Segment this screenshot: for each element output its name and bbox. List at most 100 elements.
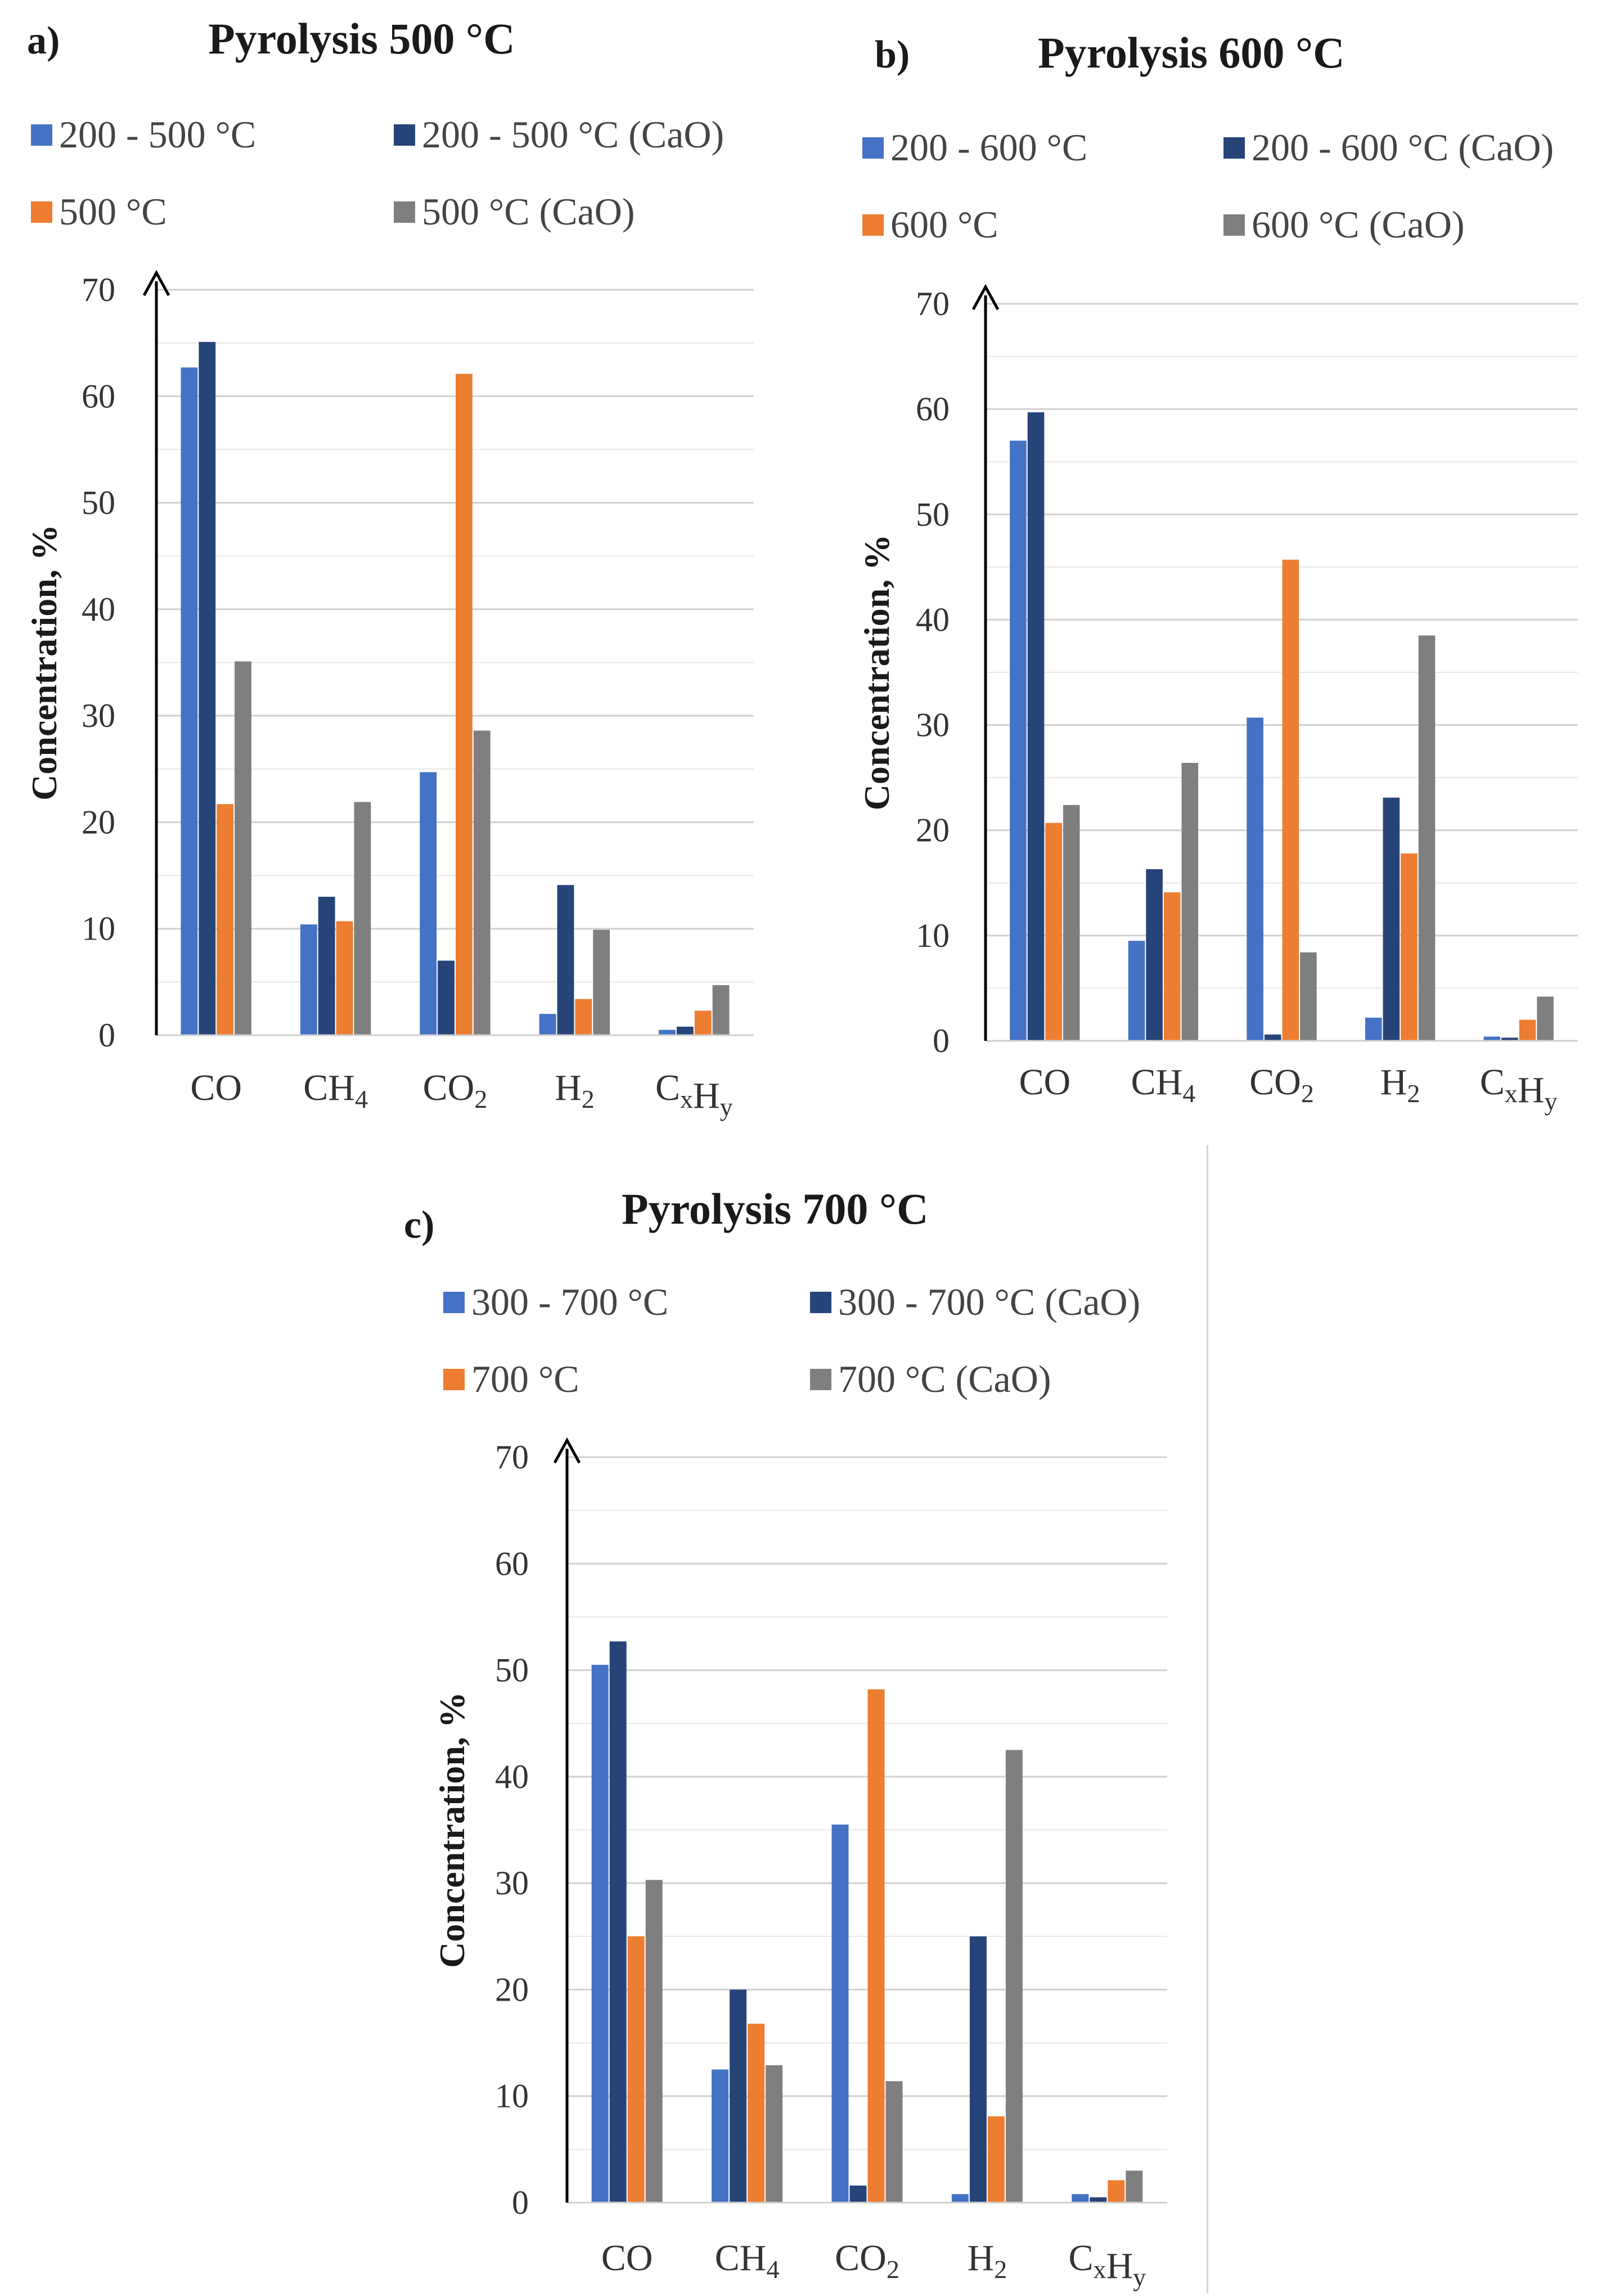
bar-300-700-c-cao — [609, 1641, 627, 2203]
bar-700-c — [627, 1936, 645, 2203]
chart-panel-2: b) Pyrolysis 600 °C 200 - 600 °C 200 - 600 … — [857, 28, 1578, 1116]
legend-swatch — [810, 1292, 831, 1313]
bar-300-700-c — [1072, 2194, 1089, 2203]
y-axis-arrow-icon — [971, 284, 1000, 311]
bar-600-c-cao — [1300, 952, 1317, 1041]
divider-line — [1207, 1145, 1208, 2293]
x-tick-label: CO — [1019, 1062, 1070, 1103]
panel-label: a) — [27, 19, 60, 62]
y-tick-label: 0 — [98, 1017, 115, 1054]
y-tick-label: 20 — [495, 1971, 529, 2008]
bar-600-c — [1282, 559, 1299, 1041]
bar-600-c — [1401, 853, 1418, 1041]
x-tick-label: CH4 — [303, 1067, 368, 1113]
legend-swatch — [862, 214, 884, 236]
x-tick-label: CO2 — [835, 2237, 899, 2284]
y-tick-label: 70 — [82, 271, 115, 308]
panel-label: c) — [404, 1203, 434, 1247]
y-tick-label: 10 — [495, 2078, 529, 2115]
legend-item: 200 - 600 °C — [862, 126, 1087, 169]
y-tick-label: 70 — [916, 285, 950, 322]
bar-700-c — [987, 2116, 1005, 2203]
bar-200-600-c — [1365, 1017, 1382, 1041]
bar-600-c-cao — [1063, 805, 1080, 1041]
y-tick-label: 60 — [916, 390, 950, 428]
bar-600-c — [1519, 1019, 1536, 1041]
legend-item: 600 °C — [862, 203, 998, 246]
bar-200-500-c — [181, 367, 198, 1035]
y-tick-label: 30 — [495, 1864, 529, 1902]
y-tick-label: 70 — [495, 1439, 529, 1476]
legend-label: 500 °C (CaO) — [422, 190, 635, 233]
legend-swatch — [394, 201, 415, 223]
legend-label: 600 °C (CaO) — [1252, 203, 1464, 246]
y-tick-label: 30 — [916, 707, 950, 744]
legend-swatch — [810, 1369, 831, 1390]
legend-swatch — [443, 1292, 465, 1313]
y-tick-label: 40 — [495, 1758, 529, 1795]
legend-label: 200 - 600 °C (CaO) — [1252, 126, 1554, 169]
bar-200-600-c-cao — [1383, 797, 1400, 1041]
legend-label: 500 °C — [59, 190, 167, 233]
legend-swatch — [394, 124, 415, 146]
y-tick-label: 50 — [916, 496, 950, 533]
bar-200-600-c-cao — [1146, 869, 1163, 1041]
bar-500-c — [575, 999, 592, 1035]
bar-500-c-cao — [354, 802, 371, 1035]
x-tick-label: CxHy — [1068, 2237, 1146, 2291]
y-axis-label: Concentration, % — [857, 534, 897, 811]
legend-label: 200 - 500 °C — [59, 113, 256, 156]
bar-300-700-c — [591, 1665, 609, 2203]
bar-200-500-c — [420, 772, 437, 1035]
y-tick-label: 10 — [82, 910, 115, 947]
x-tick-label: CH4 — [1131, 1062, 1196, 1108]
bar-300-700-c-cao — [849, 2185, 867, 2203]
legend-label: 600 °C — [890, 203, 998, 246]
y-tick-label: 50 — [495, 1652, 529, 1689]
bar-700-c-cao — [1126, 2171, 1143, 2203]
y-axis-arrow-icon — [553, 1437, 581, 1464]
legend-swatch — [31, 124, 52, 146]
y-tick-label: 60 — [495, 1545, 529, 1582]
bar-200-600-c-cao — [1501, 1037, 1518, 1041]
legend-label: 300 - 700 °C — [471, 1280, 668, 1323]
bar-500-c-cao — [712, 985, 730, 1035]
x-tick-label: CO2 — [423, 1067, 488, 1113]
x-tick-label: H2 — [968, 2237, 1007, 2284]
legend-item: 700 °C — [443, 1358, 579, 1400]
legend-item: 300 - 700 °C — [443, 1280, 668, 1323]
y-tick-label: 10 — [916, 917, 950, 954]
y-tick-label: 20 — [82, 803, 115, 841]
bar-500-c — [217, 804, 234, 1035]
bar-700-c-cao — [645, 1880, 663, 2203]
x-tick-label: CxHy — [1480, 1062, 1558, 1116]
y-tick-label: 60 — [82, 378, 115, 415]
x-tick-label: CxHy — [655, 1067, 733, 1121]
x-tick-label: CO2 — [1249, 1062, 1314, 1108]
bar-200-600-c-cao — [1264, 1034, 1281, 1041]
bar-300-700-c-cao — [1090, 2197, 1107, 2203]
bar-300-700-c — [951, 2194, 969, 2203]
bar-600-c-cao — [1181, 762, 1199, 1041]
bar-500-c-cao — [473, 730, 491, 1035]
y-tick-label: 30 — [82, 697, 115, 734]
y-tick-label: 0 — [512, 2184, 529, 2221]
bar-500-c-cao — [235, 661, 251, 1035]
bar-600-c — [1163, 892, 1181, 1041]
bar-200-600-c-cao — [1027, 412, 1045, 1041]
legend-label: 200 - 500 °C (CaO) — [422, 113, 724, 156]
legend-swatch — [1223, 137, 1245, 159]
y-tick-label: 50 — [82, 484, 115, 522]
legend-swatch — [31, 201, 52, 223]
bar-300-700-c — [712, 2069, 729, 2203]
y-axis-arrow-icon — [142, 269, 170, 296]
legend-label: 300 - 700 °C (CaO) — [838, 1280, 1140, 1323]
chart-panel-3: c) Pyrolysis 700 °C 300 - 700 °C 300 - 700 … — [404, 1184, 1167, 2291]
bar-200-500-c — [300, 924, 317, 1035]
bar-200-500-c-cao — [318, 896, 335, 1035]
bar-200-500-c-cao — [676, 1026, 694, 1035]
bar-200-600-c — [1010, 441, 1027, 1041]
bar-500-c — [456, 374, 473, 1036]
legend-item: 700 °C (CaO) — [810, 1358, 1051, 1400]
